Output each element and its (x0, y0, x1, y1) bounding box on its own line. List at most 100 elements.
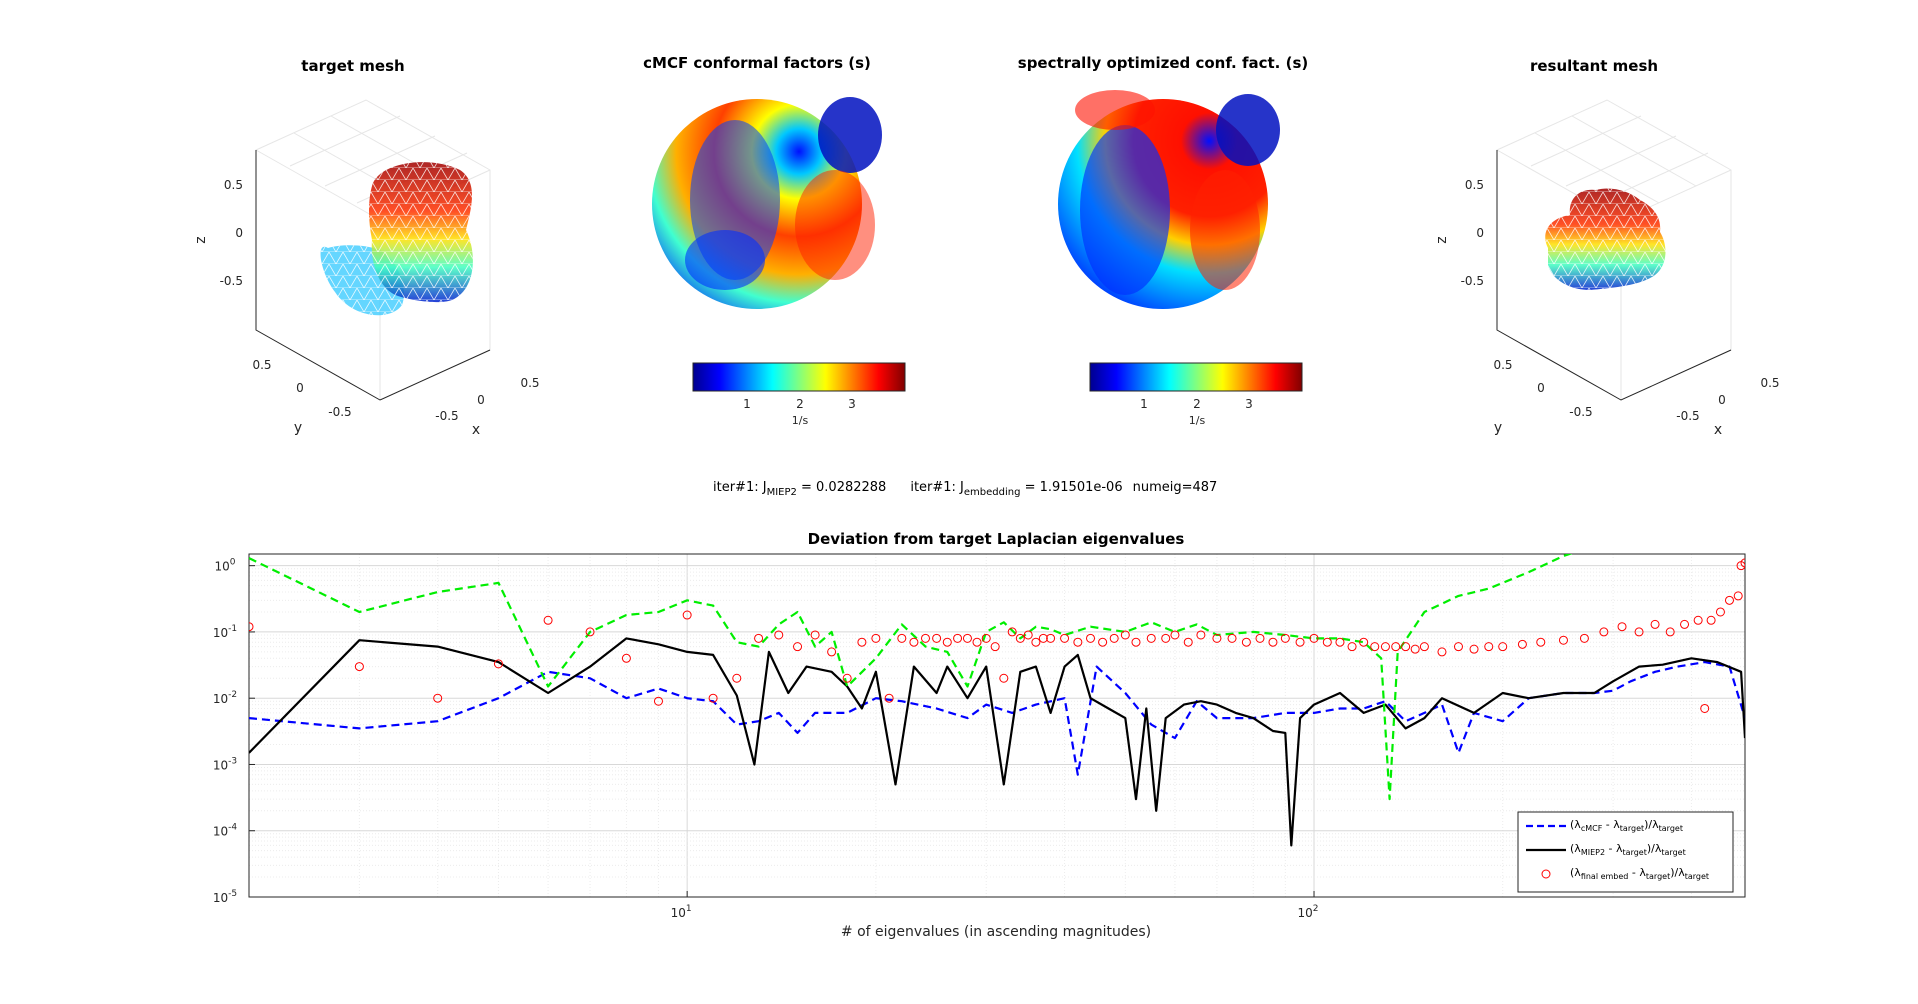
result-xtick-2: 0 (1718, 393, 1726, 407)
target-ytick-3: -0.5 (328, 405, 351, 419)
result-xlabel: x (1714, 422, 1722, 438)
series-final-embed-point (920, 633, 930, 643)
spectral-sphere (1058, 90, 1280, 309)
series-final-embed-point (1161, 633, 1171, 643)
series-final-embed-point (981, 633, 991, 643)
series-final-embed-point (972, 637, 982, 647)
iter-label-1: iter#1: J (713, 480, 767, 495)
series-final-embed-point (1098, 637, 1108, 647)
series-final-embed-point (433, 693, 443, 703)
embedding-subscript: embedding (964, 487, 1021, 498)
series-miep2-line (249, 637, 1745, 847)
y-tick-label: 10-5 (213, 889, 237, 905)
series-final-embed-point (1498, 642, 1508, 652)
target-ytick-2: 0 (296, 381, 304, 395)
legend-box (1517, 811, 1734, 893)
result-ytick-3: -0.5 (1569, 405, 1592, 419)
legend-label-miep2: (λMIEP2 - λtarget)/λtarget (1570, 842, 1686, 857)
series-final-embed-point (1517, 639, 1527, 649)
target-xtick-1: 0.5 (520, 376, 539, 390)
spectral-title: spectrally optimized conf. fact. (s) (1018, 54, 1308, 72)
series-final-embed-point (932, 633, 942, 643)
target-mesh-shape (320, 162, 473, 316)
series-final-embed-point (1309, 633, 1319, 643)
series-final-embed-point (754, 633, 764, 643)
series-final-embed-point (1715, 607, 1725, 617)
series-final-embed-point (1295, 637, 1305, 647)
spectral-cb-tick-2: 2 (1193, 397, 1201, 411)
series-final-embed-point (1579, 633, 1589, 643)
cmcf-title: cMCF conformal factors (s) (643, 54, 871, 72)
series-final-embed-point (682, 610, 692, 620)
embedding-value: = 1.91501e-06 (1020, 480, 1122, 495)
target-ytick-1: 0.5 (252, 358, 271, 372)
series-final-embed-point (1268, 637, 1278, 647)
series-final-embed-point (999, 673, 1009, 683)
series-final-embed-point (810, 630, 820, 640)
series-final-embed-point (708, 693, 718, 703)
series-final-embed-point (871, 633, 881, 643)
series-final-embed-point (1347, 642, 1357, 652)
series-final-embed-point (1536, 637, 1546, 647)
series-final-embed-point (621, 653, 631, 663)
series-final-embed-point (1109, 633, 1119, 643)
target-xtick-3: -0.5 (435, 409, 458, 423)
result-ytick-2: 0 (1537, 381, 1545, 395)
series-final-embed-point (1322, 637, 1332, 647)
x-tick-label: 102 (1298, 904, 1319, 920)
series-final-embed-point (1650, 619, 1660, 629)
resultant-mesh-shape (1545, 188, 1666, 290)
miep2-subscript: MIEP2 (767, 487, 797, 498)
series-final-embed-point (1410, 644, 1420, 654)
series-final-embed-point (1227, 633, 1237, 643)
legend-swatch-final (1541, 869, 1551, 879)
chart-title: Deviation from target Laplacian eigenval… (808, 530, 1185, 548)
series-final-embed-point (249, 622, 254, 632)
series-final-embed-point (1599, 627, 1609, 637)
series-final-embed-point (884, 693, 894, 703)
series-final-embed-point (827, 647, 837, 657)
y-tick-label: 100 (214, 558, 235, 574)
spectral-colorbar (1089, 362, 1303, 392)
legend-label-cmcf: (λcMCF - λtarget)/λtarget (1570, 818, 1683, 833)
result-ytick-1: 0.5 (1493, 358, 1512, 372)
numeig-value: numeig=487 (1133, 480, 1218, 495)
series-final-embed-point (1484, 642, 1494, 652)
series-final-embed-point (1680, 619, 1690, 629)
spectral-cb-unit: 1/s (1189, 414, 1206, 427)
series-final-embed-point (653, 696, 663, 706)
series-spectral-line (249, 554, 1573, 801)
resultant-mesh-title: resultant mesh (1530, 57, 1658, 75)
series-final-embed-point (1038, 633, 1048, 643)
chart-series (249, 554, 1745, 847)
series-final-embed-point (1453, 642, 1463, 652)
cmcf-cb-unit: 1/s (792, 414, 809, 427)
series-final-embed-point (1693, 615, 1703, 625)
series-final-embed-point (1469, 644, 1479, 654)
series-final-embed-point (1120, 630, 1130, 640)
target-ylabel: y (294, 420, 302, 436)
chart-xlabel: # of eigenvalues (in ascending magnitude… (841, 924, 1151, 940)
target-ztick-3: -0.5 (220, 274, 243, 288)
series-final-embed-point (962, 633, 972, 643)
series-final-embed-point (493, 659, 503, 669)
series-final-embed-point (354, 662, 364, 672)
iter-label-2: iter#1: J (910, 480, 964, 495)
series-final-embed-point (1060, 633, 1070, 643)
cmcf-colorbar (692, 362, 906, 392)
result-ylabel: y (1494, 420, 1502, 436)
series-final-embed-point (1212, 633, 1222, 643)
series-final-embed-point (1335, 637, 1345, 647)
series-final-embed-point (842, 673, 852, 683)
series-final-embed-point (1183, 637, 1193, 647)
series-final-embed-point (942, 637, 952, 647)
target-mesh-title: target mesh (301, 57, 404, 75)
series-final-embed-point (774, 630, 784, 640)
series-final-embed-point (1617, 622, 1627, 632)
series-final-embed-point (1241, 637, 1251, 647)
chart-legend: (λcMCF - λtarget)/λtarget (λMIEP2 - λtar… (1517, 811, 1734, 893)
result-xtick-3: -0.5 (1676, 409, 1699, 423)
series-final-embed-point (1391, 642, 1401, 652)
series-final-embed-point (1196, 630, 1206, 640)
series-final-embed-point (1437, 647, 1447, 657)
